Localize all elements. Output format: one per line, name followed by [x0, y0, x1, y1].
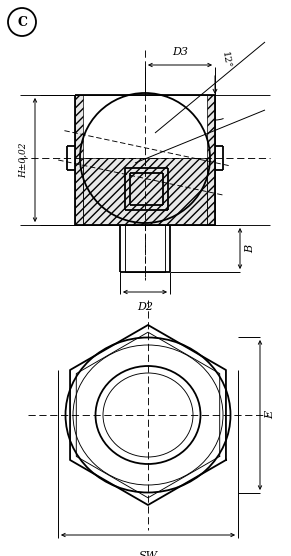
Text: E: E [265, 411, 275, 419]
Text: 12°: 12° [220, 51, 232, 70]
Text: D3: D3 [172, 47, 188, 57]
Text: SW: SW [139, 551, 157, 556]
Text: B: B [245, 245, 255, 252]
Polygon shape [207, 95, 215, 225]
Text: D2: D2 [137, 302, 153, 312]
Text: C: C [17, 16, 27, 28]
Text: H±0,02: H±0,02 [19, 142, 28, 178]
Polygon shape [75, 95, 83, 225]
Polygon shape [83, 158, 207, 225]
